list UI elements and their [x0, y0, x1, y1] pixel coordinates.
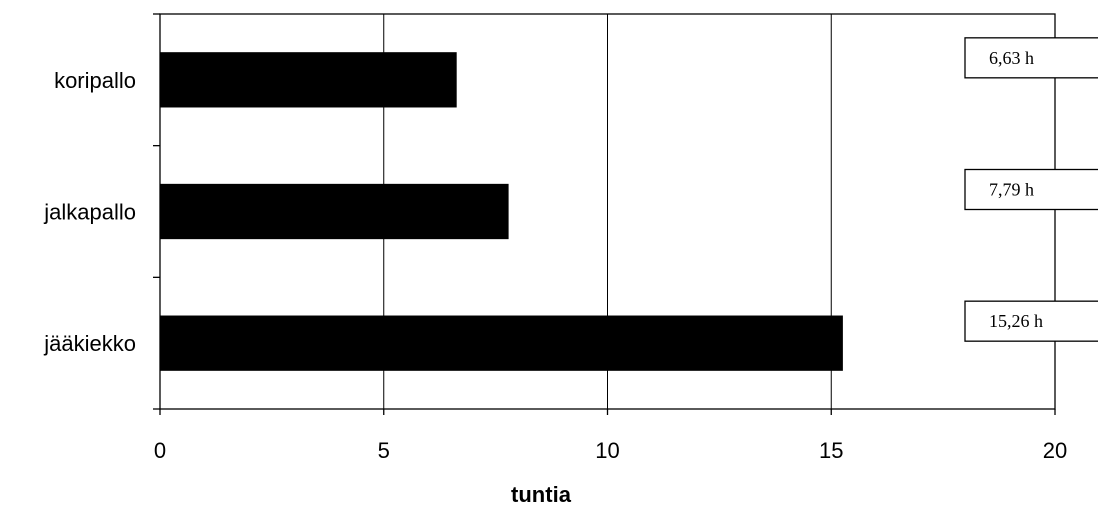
x-tick-label: 10	[595, 438, 619, 463]
category-label: jääkiekko	[43, 331, 136, 356]
bar	[160, 183, 509, 240]
data-label: 7,79 h	[989, 180, 1034, 200]
category-labels: koripallo jalkapallo jääkiekko	[43, 68, 136, 356]
y-axis-ticks	[153, 13, 160, 410]
bar	[160, 52, 457, 108]
data-labels-group: 6,63 h 7,79 h 15,26 h	[964, 37, 1098, 342]
data-label-box	[964, 168, 1098, 211]
data-label-box	[964, 37, 1098, 79]
x-axis-title: tuntia	[511, 482, 572, 507]
category-label: jalkapallo	[43, 200, 136, 225]
x-tick-label: 0	[154, 438, 166, 463]
data-label-box	[964, 300, 1098, 342]
x-tick-label: 15	[819, 438, 843, 463]
x-axis-ticks: 0 5 10 15 20	[154, 409, 1067, 463]
bar	[160, 315, 843, 371]
x-tick-label: 5	[378, 438, 390, 463]
data-label: 15,26 h	[989, 311, 1043, 331]
data-label: 6,63 h	[989, 48, 1034, 68]
category-label: koripallo	[54, 68, 136, 93]
bars-group	[160, 52, 843, 371]
x-tick-label: 20	[1043, 438, 1067, 463]
